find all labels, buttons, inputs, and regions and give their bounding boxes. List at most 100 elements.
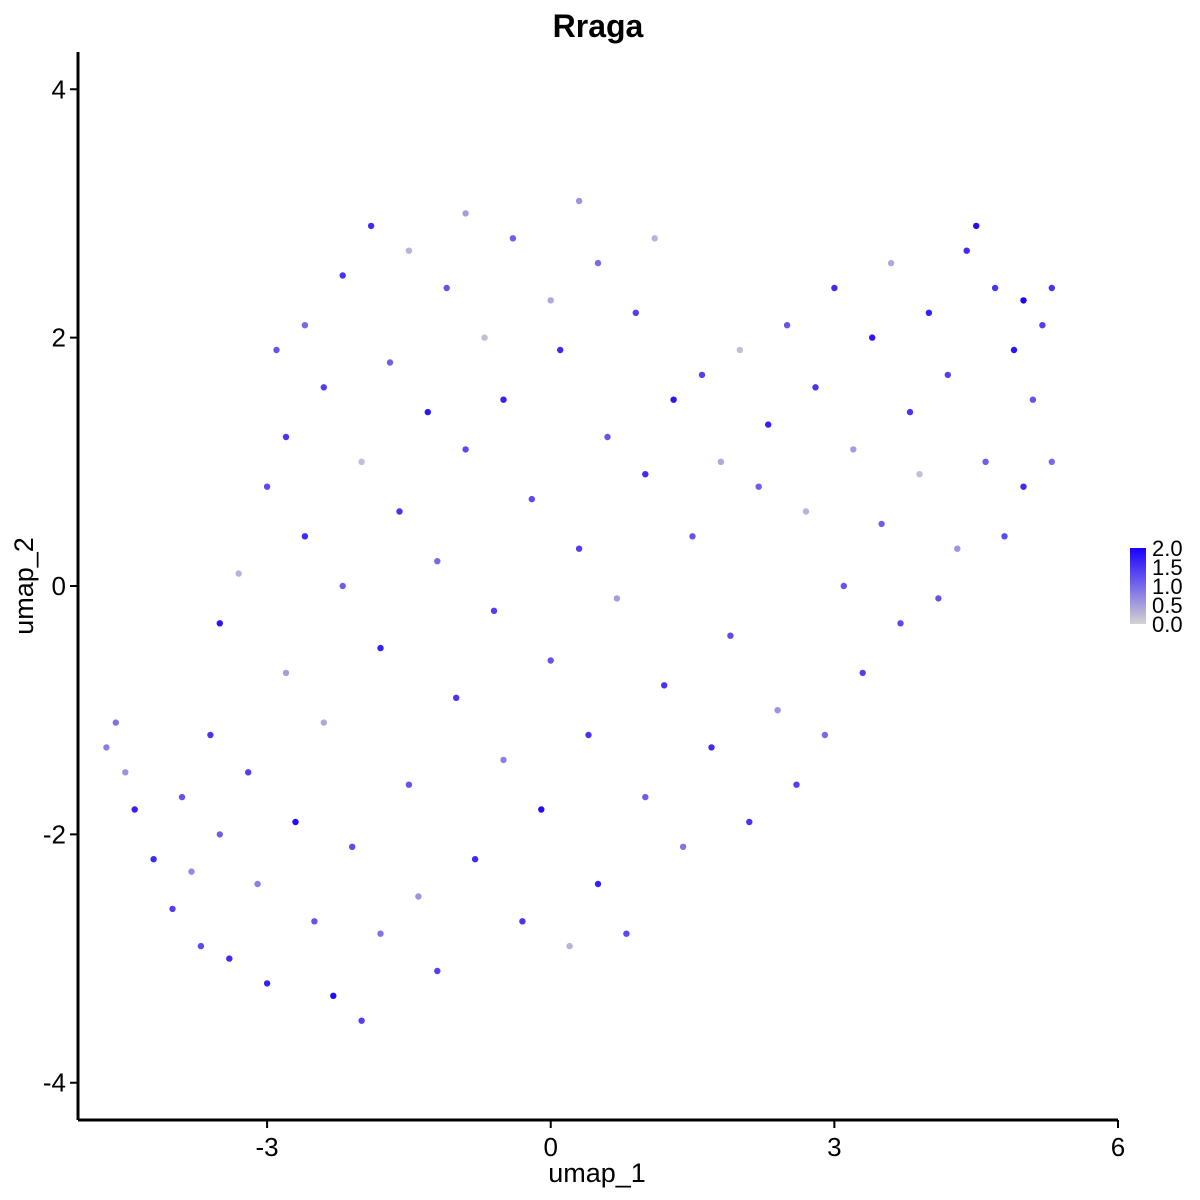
data-point (982, 458, 989, 465)
data-point (122, 769, 129, 776)
data-point (916, 471, 923, 478)
data-point (727, 632, 734, 639)
data-point (642, 471, 649, 478)
data-point (301, 533, 309, 540)
data-point (594, 880, 602, 888)
data-point (330, 992, 337, 999)
legend-tick-label: 0.0 (1152, 612, 1183, 637)
data-point (282, 433, 290, 441)
x-axis-label: umap_1 (548, 1158, 646, 1188)
data-point (575, 545, 583, 552)
data-point (1001, 533, 1008, 540)
data-point (991, 284, 999, 292)
data-point (169, 905, 176, 913)
data-point (774, 707, 781, 714)
data-point (557, 346, 564, 354)
data-point (320, 384, 327, 391)
data-point (1039, 322, 1046, 329)
y-tick-label: -4 (43, 1068, 66, 1098)
data-point (245, 769, 252, 776)
data-point (906, 408, 914, 416)
data-point (235, 570, 242, 577)
y-tick-label: 2 (52, 323, 66, 353)
data-point (112, 719, 120, 726)
data-point (263, 483, 271, 490)
data-point (1029, 396, 1037, 403)
data-point (925, 309, 933, 316)
legend-tick-label: 1.5 (1152, 555, 1183, 580)
data-point (443, 284, 450, 292)
data-point (453, 694, 460, 701)
data-point (717, 458, 725, 465)
data-point (405, 247, 413, 254)
data-point (661, 682, 668, 689)
data-point (954, 545, 961, 552)
data-point (821, 731, 829, 739)
y-axis-label: umap_2 (9, 537, 39, 635)
data-point (481, 334, 488, 341)
data-point (594, 259, 602, 267)
data-point (736, 346, 743, 354)
data-point (367, 222, 375, 230)
data-point (282, 669, 290, 677)
data-point (585, 731, 592, 739)
chart-title: Rraga (553, 8, 644, 44)
data-point (698, 371, 706, 379)
data-point (490, 607, 498, 614)
data-point (802, 508, 810, 515)
y-tick-label: -2 (43, 819, 66, 849)
data-point (632, 309, 639, 316)
data-point (670, 396, 677, 403)
data-point (651, 235, 658, 242)
data-point (358, 1017, 365, 1024)
data-point (434, 967, 441, 975)
data-point (103, 744, 110, 751)
y-tick-label: 4 (52, 74, 66, 104)
data-point (519, 918, 526, 925)
data-point (434, 558, 441, 565)
data-point (462, 210, 469, 217)
data-point (292, 818, 299, 826)
data-point (613, 595, 621, 602)
data-point (1048, 458, 1056, 465)
data-point (944, 371, 951, 379)
data-point (528, 495, 535, 503)
legend-tick-label: 1.0 (1152, 574, 1183, 599)
data-point (793, 781, 800, 788)
data-point (500, 396, 507, 403)
data-point (755, 483, 762, 490)
color-legend: 2.01.51.00.50.0 (1130, 536, 1183, 637)
data-point (424, 408, 431, 416)
data-point (812, 384, 819, 391)
data-point (320, 719, 327, 726)
data-point (963, 247, 970, 254)
x-tick-label: 0 (543, 1132, 557, 1162)
data-point (878, 520, 885, 528)
data-point (131, 806, 138, 813)
data-point (840, 582, 847, 590)
data-point (859, 669, 866, 677)
data-point (1020, 297, 1027, 304)
y-axis-ticks: -4 -2 0 2 4 (43, 74, 78, 1098)
legend-colorbar (1130, 548, 1146, 624)
points-layer (103, 197, 1056, 1024)
data-point (887, 259, 895, 267)
data-point (547, 297, 554, 304)
data-point (935, 595, 942, 602)
data-point (500, 756, 507, 764)
data-point (216, 620, 223, 627)
data-point (1010, 346, 1018, 354)
x-tick-label: 6 (1111, 1132, 1125, 1162)
data-point (377, 644, 384, 652)
data-point (869, 334, 876, 341)
data-point (831, 284, 838, 292)
data-point (783, 322, 791, 329)
x-axis-ticks: -3 0 3 6 (256, 1120, 1125, 1162)
data-point (339, 272, 346, 279)
data-point (207, 731, 214, 739)
x-tick-label: 3 (827, 1132, 841, 1162)
data-point (178, 793, 186, 801)
data-point (1048, 284, 1056, 292)
data-point (897, 620, 904, 627)
